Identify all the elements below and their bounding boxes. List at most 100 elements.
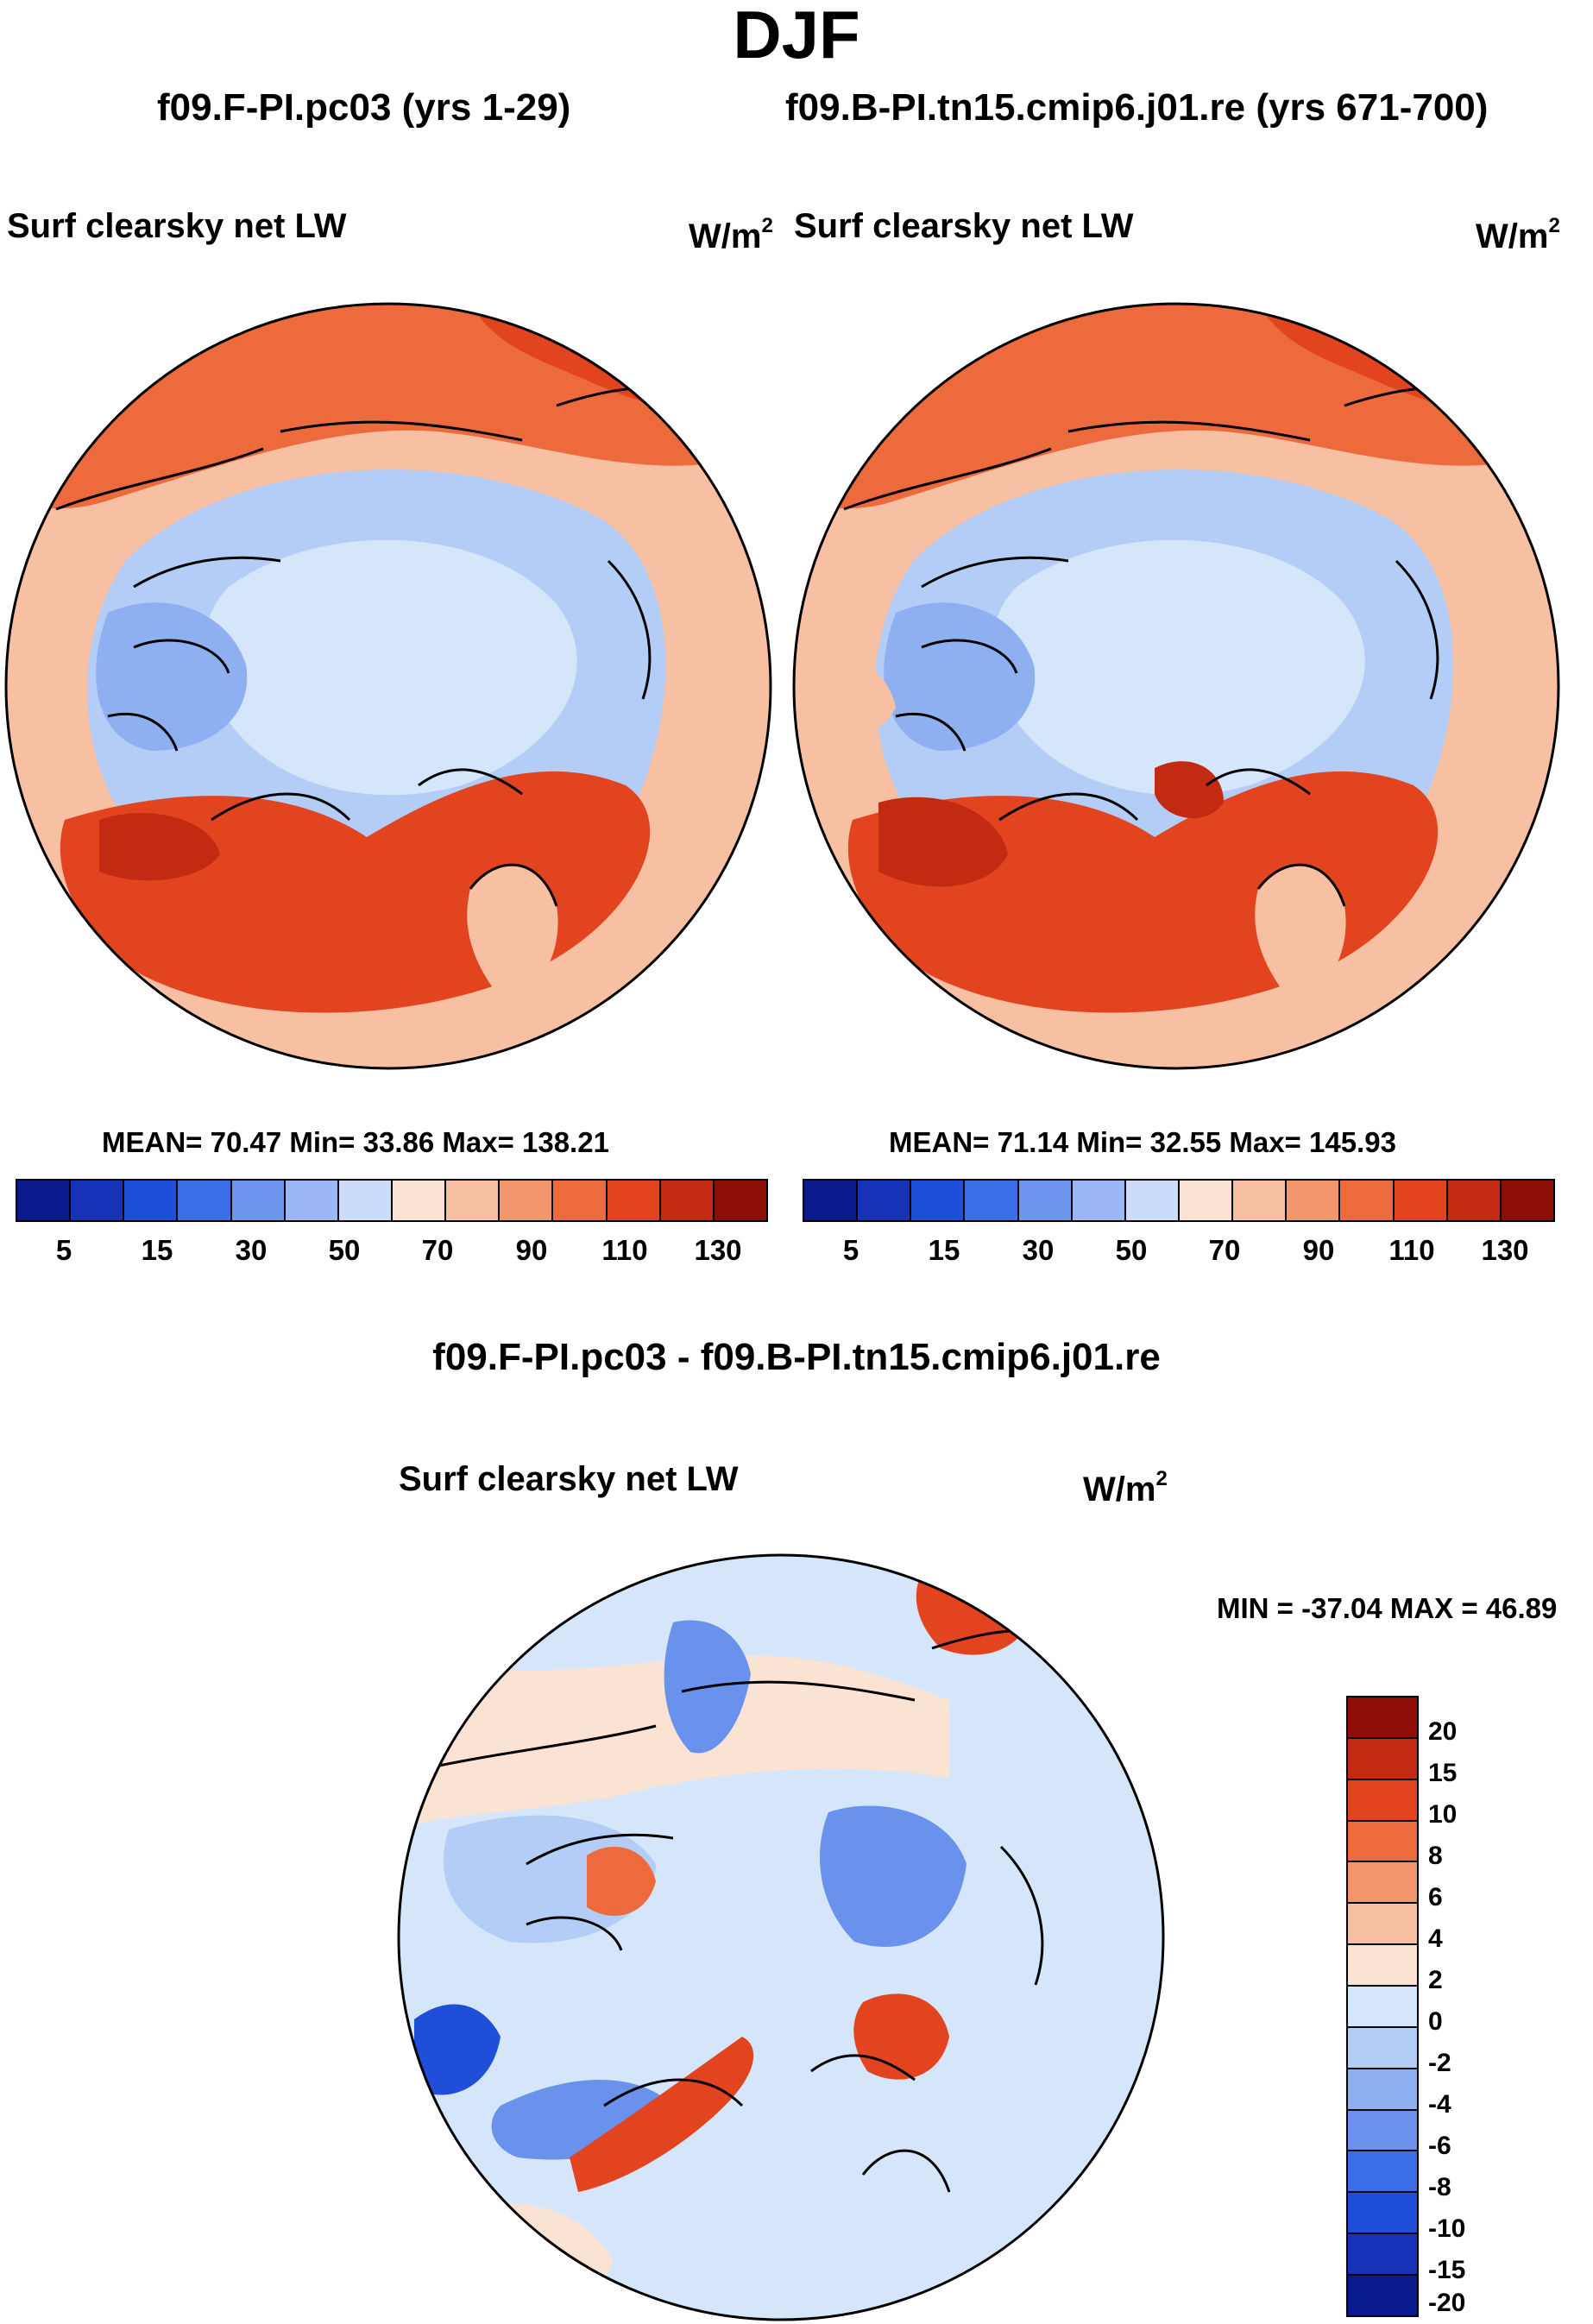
diff-colorbar-tick: -15 — [1428, 2256, 1466, 2284]
panel-1-stats: MEAN= 70.47 Min= 33.86 Max= 138.21 — [102, 1126, 609, 1158]
colorbar-swatch — [1348, 2276, 1417, 2315]
diff-colorbar-tick: 8 — [1428, 1842, 1443, 1870]
colorbar-swatch — [1348, 1904, 1417, 1946]
diff-colorbar-tick: -20 — [1428, 2289, 1466, 2317]
panel-1-colorbar-tick: 70 — [421, 1234, 454, 1266]
colorbar-swatch — [71, 1181, 125, 1220]
colorbar-swatch — [231, 1181, 286, 1220]
diff-minmax: MIN = -37.04 MAX = 46.89 — [1217, 1592, 1558, 1624]
colorbar-swatch — [1125, 1181, 1180, 1220]
colorbar-swatch — [1340, 1181, 1395, 1220]
diff-colorbar-tick: -2 — [1428, 2049, 1451, 2077]
panel-1-colorbar-tick: 30 — [235, 1234, 268, 1266]
colorbar-swatch — [1348, 2027, 1417, 2069]
diff-colorbar-tick: 6 — [1428, 1883, 1443, 1911]
colorbar-swatch — [1348, 2151, 1417, 2194]
colorbar-swatch — [1348, 1987, 1417, 2028]
map-2-arctic-central — [992, 539, 1365, 796]
diff-unit-label: W/m2 — [1083, 1467, 1168, 1508]
panel-2-variable-label: Surf clearsky net LW — [794, 207, 1134, 245]
colorbar-swatch — [1179, 1181, 1234, 1220]
colorbar-swatch — [1348, 1945, 1417, 1987]
figure-title: DJF — [733, 0, 860, 72]
colorbar-swatch — [1501, 1181, 1553, 1220]
panel-1-colorbar — [16, 1179, 768, 1222]
colorbar-swatch — [714, 1181, 766, 1220]
map-1-arctic-central — [204, 539, 577, 796]
panel-1-variable-label: Surf clearsky net LW — [7, 207, 347, 245]
panel-2-stats: MEAN= 71.14 Min= 32.55 Max= 145.93 — [889, 1126, 1396, 1158]
diff-colorbar-tick: 20 — [1428, 1717, 1458, 1746]
panel-1-colorbar-tick: 110 — [601, 1234, 648, 1266]
map-1-greenland-sea-dark — [99, 813, 220, 881]
panel-2-colorbar-tick: 130 — [1481, 1234, 1529, 1266]
diff-pacific-mixed — [399, 1655, 949, 1830]
map-2-greenland-sea-dark — [878, 797, 1008, 887]
panel-1-colorbar-tick: 130 — [694, 1234, 742, 1266]
colorbar-swatch — [607, 1181, 661, 1220]
colorbar-swatch — [965, 1181, 1019, 1220]
panel-1-colorbar-tick: 90 — [515, 1234, 548, 1266]
colorbar-swatch — [553, 1181, 608, 1220]
panel-1-colorbar-tick: 5 — [55, 1234, 72, 1266]
diff-colorbar-tick: -10 — [1428, 2214, 1466, 2243]
colorbar-swatch — [338, 1181, 393, 1220]
colorbar-swatch — [1348, 1779, 1417, 1822]
colorbar-swatch — [858, 1181, 912, 1220]
colorbar-swatch — [1233, 1181, 1288, 1220]
diff-polar-map — [397, 1553, 1165, 2321]
colorbar-swatch — [1348, 1697, 1417, 1739]
colorbar-swatch — [1018, 1181, 1073, 1220]
diff-variable-label: Surf clearsky net LW — [399, 1460, 739, 1498]
panel-2-colorbar-tick: 5 — [842, 1234, 859, 1266]
diff-colorbar-tick: 10 — [1428, 1800, 1458, 1829]
panel-2-unit-label: W/m2 — [1476, 214, 1560, 255]
panel-2-colorbar-tick: 15 — [928, 1234, 960, 1266]
diff-colorbar-tick: -8 — [1428, 2173, 1451, 2201]
diff-colorbar — [1346, 1696, 1419, 2317]
panel-1-unit-label: W/m2 — [689, 214, 773, 255]
diff-colorbar-tick: 0 — [1428, 2007, 1443, 2036]
diff-archipelago-warm — [587, 1847, 656, 1916]
colorbar-swatch — [1348, 2110, 1417, 2152]
colorbar-swatch — [1348, 2234, 1417, 2277]
colorbar-swatch — [17, 1181, 72, 1220]
diff-kara-cool — [820, 1805, 967, 1947]
map-2-scandinavia — [1255, 865, 1346, 996]
map-2-alaska-warm — [809, 658, 896, 737]
panel-2-colorbar — [803, 1179, 1555, 1222]
colorbar-swatch — [446, 1181, 501, 1220]
diff-colorbar-tick: -6 — [1428, 2132, 1451, 2160]
panel-2-polar-map — [792, 302, 1560, 1070]
diff-greenland-band-warm — [570, 2037, 754, 2192]
colorbar-swatch — [660, 1181, 715, 1220]
diff-colorbar-tick: 15 — [1428, 1759, 1458, 1787]
diff-colorbar-tick: 4 — [1428, 1924, 1443, 1953]
diff-colorbar-tick: 2 — [1428, 1966, 1443, 1994]
colorbar-swatch — [1348, 1738, 1417, 1780]
colorbar-swatch — [1287, 1181, 1341, 1220]
panel-2-case-title: f09.B-PI.tn15.cmip6.j01.re (yrs 671-700) — [785, 86, 1489, 129]
colorbar-swatch — [1348, 1862, 1417, 1905]
colorbar-swatch — [1394, 1181, 1448, 1220]
colorbar-swatch — [1348, 2069, 1417, 2111]
diff-colorbar-tick: -4 — [1428, 2090, 1451, 2119]
colorbar-swatch — [1447, 1181, 1502, 1220]
panel-1-colorbar-tick: 50 — [328, 1234, 361, 1266]
panel-2-colorbar-tick: 50 — [1115, 1234, 1148, 1266]
colorbar-swatch — [124, 1181, 179, 1220]
colorbar-swatch — [1348, 2193, 1417, 2235]
panel-2-colorbar-tick: 70 — [1208, 1234, 1241, 1266]
colorbar-swatch — [500, 1181, 554, 1220]
colorbar-swatch — [392, 1181, 447, 1220]
colorbar-swatch — [178, 1181, 232, 1220]
panel-1-case-title: f09.F-PI.pc03 (yrs 1-29) — [157, 86, 571, 129]
diff-title: f09.F-PI.pc03 - f09.B-PI.tn15.cmip6.j01.… — [432, 1336, 1161, 1378]
map-2-barents-warm — [1155, 761, 1224, 819]
panel-2-colorbar-tick: 90 — [1302, 1234, 1335, 1266]
panel-1-colorbar-tick: 15 — [141, 1234, 173, 1266]
map-1-scandinavia — [467, 865, 558, 996]
colorbar-swatch — [911, 1181, 966, 1220]
diff-alaska-cool — [414, 2004, 501, 2095]
panel-2-colorbar-tick: 110 — [1388, 1234, 1435, 1266]
